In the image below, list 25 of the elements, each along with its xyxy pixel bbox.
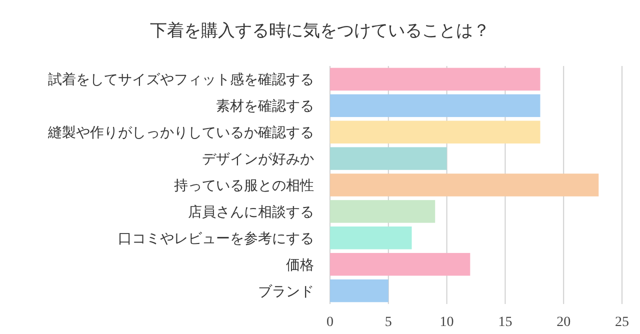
x-tick-label: 5	[384, 315, 392, 330]
y-tick-label: 縫製や作りがしっかりしているか確認する	[47, 125, 314, 142]
y-tick-label: 素材を確認する	[216, 98, 314, 115]
bar	[330, 94, 540, 118]
x-tick-label: 15	[498, 315, 512, 330]
bar	[330, 200, 436, 223]
x-tick-label: 25	[615, 315, 629, 330]
bar	[330, 147, 447, 170]
x-tick-label: 0	[326, 315, 334, 330]
x-tick-label: 10	[440, 315, 454, 330]
bar	[330, 226, 412, 250]
y-tick-label: デザインが好みか	[202, 152, 314, 168]
y-tick-label: ブランド	[258, 284, 314, 300]
chart-title: 下着を購入する時に気をつけていることは？	[150, 21, 490, 40]
bar	[330, 120, 540, 144]
y-tick-label: 価格	[286, 257, 314, 274]
y-tick-label: 店員さんに相談する	[188, 204, 314, 220]
y-tick-label: 持っている服との相性	[174, 178, 314, 194]
bar	[330, 68, 540, 91]
bar	[330, 174, 599, 196]
x-tick-label: 20	[556, 315, 571, 330]
bar	[330, 279, 388, 302]
y-tick-label: 口コミやレビューを参考にする	[118, 230, 314, 247]
bar	[330, 252, 470, 276]
y-tick-label: 試着をしてサイズやフィット感を確認する	[48, 72, 314, 88]
